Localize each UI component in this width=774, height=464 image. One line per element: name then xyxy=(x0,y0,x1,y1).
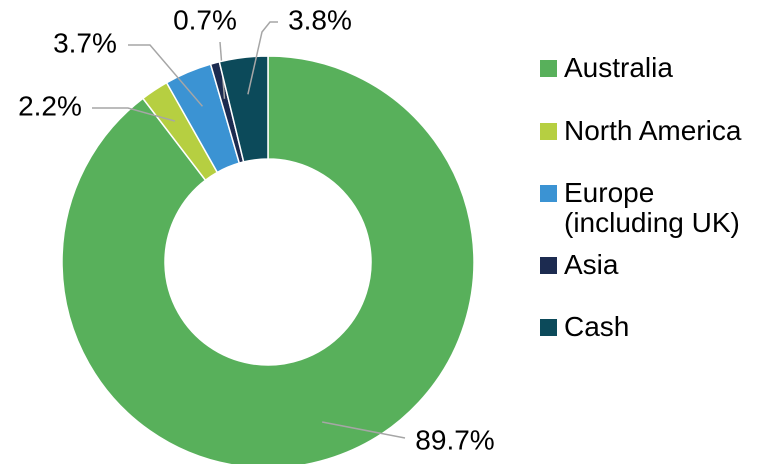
leader-line xyxy=(247,21,278,95)
legend-swatch xyxy=(540,319,557,336)
leader-line xyxy=(128,44,204,107)
legend-item: Asia xyxy=(540,250,774,280)
data-label: 89.7% xyxy=(415,424,494,455)
legend-swatch xyxy=(540,185,557,202)
legend-item: Cash xyxy=(540,312,774,342)
legend-swatch xyxy=(540,123,557,140)
legend-label: Australia xyxy=(564,52,673,83)
legend-swatch xyxy=(540,257,557,274)
legend-item: Europe (including UK) xyxy=(540,178,774,238)
data-label: 0.7% xyxy=(173,4,237,35)
legend-label: Asia xyxy=(564,249,619,280)
legend-label: North America xyxy=(564,115,742,146)
data-label: 3.7% xyxy=(53,27,117,58)
legend-item: Australia xyxy=(540,53,774,83)
donut-slice xyxy=(61,55,475,464)
legend-swatch xyxy=(540,60,557,77)
data-label: 3.8% xyxy=(288,4,352,35)
donut-slice xyxy=(218,55,269,163)
legend-item: North America xyxy=(540,116,774,146)
legend-label: Cash xyxy=(564,311,630,342)
leader-line xyxy=(92,107,176,122)
leader-line xyxy=(322,421,406,439)
data-label: 2.2% xyxy=(18,90,82,121)
legend-label: Europe (including UK) xyxy=(564,177,740,238)
